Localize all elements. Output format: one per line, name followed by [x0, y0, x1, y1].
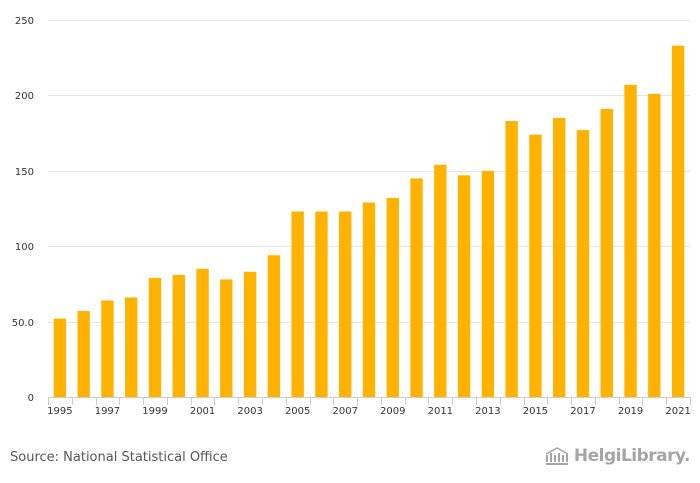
x-tick-label: 2013: [475, 406, 500, 417]
bar-1998[interactable]: [125, 297, 138, 397]
bar-2004[interactable]: [267, 255, 281, 397]
x-tick-label: 2017: [570, 406, 595, 417]
x-tick-label: 2021: [665, 406, 690, 417]
bar-2012[interactable]: [457, 175, 471, 397]
chart-footer: Source: National Statistical Office Helg…: [0, 440, 700, 483]
x-tick-label: 1997: [95, 406, 120, 417]
x-tick-label: 1999: [142, 406, 167, 417]
x-tick-label: 2005: [285, 406, 310, 417]
x-axis: [48, 397, 691, 405]
bar-1996[interactable]: [77, 311, 90, 397]
bar-chart: 0 50.0 100 150 200 250 1995 1997 1999 2001 2003 20…: [12, 16, 691, 417]
brand-text: HelgiLibrary.: [573, 446, 691, 466]
bar-1997[interactable]: [101, 300, 114, 397]
brand-logo[interactable]: HelgiLibrary.: [544, 446, 691, 466]
x-tick-label: 1995: [47, 406, 72, 417]
bar-2005[interactable]: [291, 211, 304, 397]
bar-2018[interactable]: [600, 108, 613, 397]
bar-1995[interactable]: [53, 318, 67, 397]
bar-2008[interactable]: [362, 202, 376, 397]
x-tick-label: 2019: [618, 406, 643, 417]
bar-2007[interactable]: [339, 211, 352, 397]
x-tick-label: 2001: [190, 406, 215, 417]
bars: [53, 45, 685, 398]
chart-area: 0 50.0 100 150 200 250 1995 1997 1999 2001 2003 20…: [12, 16, 691, 417]
source-note: Source: National Statistical Office: [10, 450, 228, 465]
bar-2021[interactable]: [671, 45, 685, 397]
bar-2002[interactable]: [220, 279, 233, 397]
x-tick-label: 2015: [523, 406, 548, 417]
x-axis-labels: 1995 1997 1999 2001 2003 2005 2007 2009 2011 2013…: [47, 406, 691, 417]
bar-2014[interactable]: [505, 121, 518, 397]
x-tick-label: 2009: [380, 406, 405, 417]
x-tick-label: 2003: [237, 406, 262, 417]
bar-2001[interactable]: [196, 268, 209, 397]
bar-2006[interactable]: [315, 211, 328, 397]
bar-2011[interactable]: [434, 164, 447, 397]
x-tick-label: 2007: [332, 406, 357, 417]
bar-2019[interactable]: [624, 84, 637, 397]
y-tick-label: 0: [28, 393, 34, 404]
library-building-icon: [545, 447, 569, 465]
bar-2000[interactable]: [172, 274, 185, 397]
bar-2015[interactable]: [529, 134, 542, 398]
y-tick-label: 250: [15, 16, 34, 27]
y-tick-label: 200: [15, 91, 34, 102]
y-tick-label: 50.0: [12, 318, 34, 329]
bar-2003[interactable]: [243, 271, 257, 397]
y-tick-label: 100: [15, 242, 34, 253]
y-tick-label: 150: [15, 167, 34, 178]
x-tick-label: 2011: [428, 406, 453, 417]
bar-2010[interactable]: [410, 178, 423, 397]
bar-2020[interactable]: [648, 93, 661, 397]
bar-1999[interactable]: [148, 277, 162, 397]
bar-2016[interactable]: [553, 118, 566, 398]
bar-2009[interactable]: [386, 197, 399, 397]
bar-2017[interactable]: [576, 130, 590, 397]
bar-2013[interactable]: [481, 170, 495, 397]
y-axis-labels: 0 50.0 100 150 200 250: [12, 16, 34, 404]
